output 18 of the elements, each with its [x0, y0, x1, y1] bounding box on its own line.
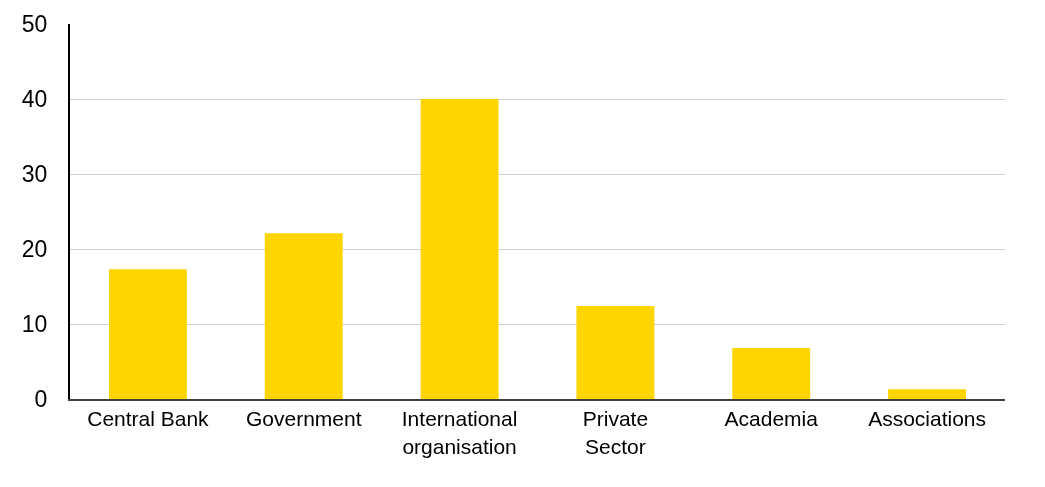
bar [420, 99, 499, 399]
y-tick-label: 10 [21, 311, 48, 338]
x-tick-label: Government [245, 407, 362, 431]
y-tick-label: 40 [21, 86, 48, 113]
x-tick-label: Private Sector [582, 407, 649, 458]
y-tick-label: 20 [21, 236, 48, 263]
x-tick-label: International organisation [401, 407, 518, 458]
y-tick-label: 30 [21, 161, 48, 188]
bar [888, 389, 967, 399]
bar [264, 233, 343, 399]
y-tick-label: 50 [21, 11, 48, 38]
x-tick-label: Central Bank [87, 407, 210, 431]
x-tick-label: Associations [868, 407, 987, 431]
bar [732, 348, 811, 399]
bar [576, 306, 655, 399]
bar [108, 269, 187, 399]
y-tick-label: 0 [34, 386, 48, 413]
x-tick-label: Academia [724, 407, 819, 431]
